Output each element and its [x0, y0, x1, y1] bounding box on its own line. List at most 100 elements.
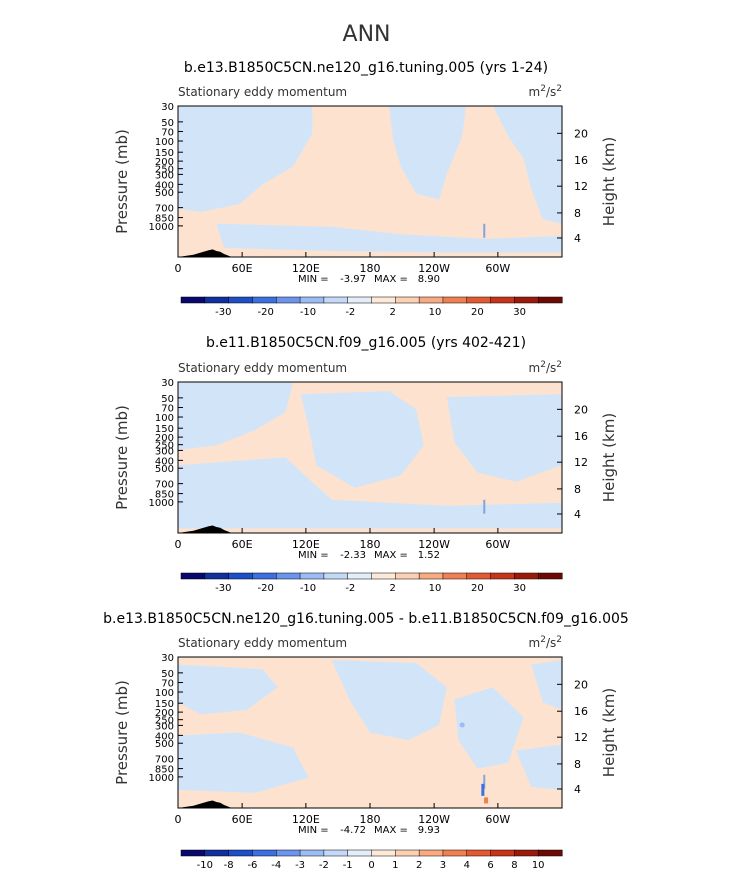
- chart-panel-3: b.e13.B1850C5CN.ne120_g16.tuning.005 - b…: [103, 611, 629, 871]
- colorbar-label: 30: [513, 583, 526, 594]
- colorbar-box: [418, 572, 444, 580]
- colorbar-box: [252, 572, 277, 580]
- ytick-label: 150: [155, 424, 174, 435]
- colorbar-box: [347, 572, 373, 580]
- ytick-label: 700: [155, 204, 174, 215]
- y2tick-label: 16: [574, 430, 588, 443]
- ytick-label: 1000: [149, 773, 174, 784]
- ytick-label: 100: [155, 413, 174, 424]
- colorbar-box: [466, 296, 492, 304]
- colorbar-label: -1: [343, 860, 353, 871]
- colorbar-box: [442, 572, 468, 580]
- colorbar-label: 10: [429, 583, 442, 594]
- y-axis-label: Pressure (mb): [113, 129, 131, 234]
- negative-contour-4: [178, 457, 562, 529]
- colorbar-box: [371, 572, 396, 580]
- colorbar-box: [466, 572, 492, 580]
- colorbar-box: [490, 572, 515, 580]
- topography: [178, 800, 232, 808]
- colorbar-box: [490, 849, 515, 857]
- colorbar-label: 30: [513, 307, 526, 318]
- xtick-label: 180: [360, 813, 381, 826]
- colorbar-label: 8: [511, 860, 517, 871]
- ytick-label: 100: [155, 137, 174, 148]
- negative-contour-4: [216, 223, 562, 253]
- colorbar-box: [276, 572, 301, 580]
- ytick-label: 400: [155, 180, 174, 191]
- negative-contour-1: [178, 664, 278, 715]
- colorbar-label: 3: [440, 860, 446, 871]
- ytick-label: 70: [161, 679, 174, 690]
- colorbar-label: -6: [247, 860, 257, 871]
- strong-positive-feature: [484, 797, 489, 804]
- negative-contour-2: [389, 106, 466, 200]
- xtick-label: 120E: [292, 538, 320, 551]
- colorbar-label: 10: [532, 860, 545, 871]
- colorbar-box: [347, 296, 373, 304]
- y2tick-label: 20: [574, 403, 588, 416]
- units-label: m2/s2: [529, 635, 562, 650]
- colorbar-box: [371, 849, 396, 857]
- colorbar-box: [395, 296, 420, 304]
- colorbar-box: [466, 849, 492, 857]
- ytick-label: 250: [155, 165, 174, 176]
- y-axis-label: Pressure (mb): [113, 680, 131, 785]
- colorbar-box: [323, 849, 349, 857]
- max-label: MAX =: [374, 550, 408, 561]
- colorbar-box: [204, 572, 230, 580]
- colorbar-box: [395, 849, 420, 857]
- topography: [178, 249, 232, 257]
- colorbar-label: -2: [345, 583, 355, 594]
- narrow-negative-feature: [483, 223, 486, 238]
- colorbar-box: [514, 572, 539, 580]
- ytick-label: 850: [155, 214, 174, 225]
- negative-contour-3: [446, 394, 562, 482]
- ytick-label: 300: [155, 170, 174, 181]
- colorbar-label: 2: [416, 860, 422, 871]
- ytick-label: 700: [155, 480, 174, 491]
- xtick-label: 60W: [485, 813, 510, 826]
- ytick-label: 70: [161, 404, 174, 415]
- colorbar-box: [490, 296, 515, 304]
- colorbar-label: 20: [471, 307, 484, 318]
- y2tick-label: 20: [574, 127, 588, 140]
- colorbar-box: [371, 296, 396, 304]
- min-label: MIN =: [298, 274, 329, 285]
- colorbar-label: -8: [224, 860, 234, 871]
- colorbar-box: [514, 296, 539, 304]
- negative-contour-3: [492, 106, 562, 224]
- colorbar-box: [204, 296, 230, 304]
- negative-contour-2: [331, 660, 447, 740]
- narrow-negative-feature: [483, 499, 486, 514]
- colorbar-box: [276, 849, 301, 857]
- ytick-label: 400: [155, 731, 174, 742]
- colorbar-box: [395, 572, 420, 580]
- y2tick-label: 8: [574, 758, 581, 771]
- xtick-label: 120W: [418, 538, 450, 551]
- colorbar-label: -20: [257, 307, 273, 318]
- y2tick-label: 4: [574, 508, 581, 521]
- ytick-label: 50: [161, 394, 174, 405]
- y2tick-label: 20: [574, 678, 588, 691]
- isolated-feature: [459, 722, 465, 728]
- ytick-label: 30: [161, 653, 174, 664]
- min-label: MIN =: [298, 825, 329, 836]
- ytick-label: 250: [155, 441, 174, 452]
- ytick-label: 300: [155, 721, 174, 732]
- ytick-label: 400: [155, 456, 174, 467]
- max-value: 9.93: [418, 825, 440, 836]
- chart-panel-1: b.e13.B1850C5CN.ne120_g16.tuning.005 (yr…: [113, 60, 618, 318]
- colorbar-label: -10: [300, 307, 316, 318]
- max-value: 8.90: [418, 274, 440, 285]
- chart-title: b.e11.B1850C5CN.f09_g16.005 (yrs 402-421…: [206, 335, 526, 351]
- chart-left-label: Stationary eddy momentum: [178, 636, 347, 650]
- colorbar-box: [180, 572, 206, 580]
- xtick-label: 60E: [232, 813, 253, 826]
- negative-contour-3: [454, 687, 524, 769]
- chart-left-label: Stationary eddy momentum: [178, 85, 347, 99]
- colorbar-box: [180, 296, 206, 304]
- colorbar-box: [299, 296, 325, 304]
- colorbar-label: 6: [487, 860, 493, 871]
- colorbar-label: -30: [215, 583, 231, 594]
